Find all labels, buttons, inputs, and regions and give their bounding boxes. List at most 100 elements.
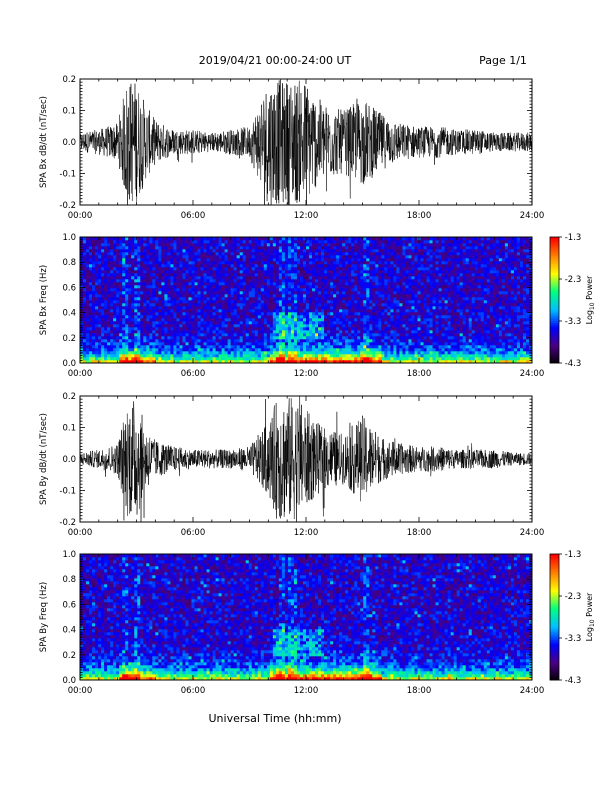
spectrogram-cell (351, 267, 355, 271)
spectrogram-cell (408, 285, 412, 289)
spectrogram-cell (348, 273, 352, 277)
spectrogram-cell (242, 264, 247, 268)
spectrogram-cell (116, 315, 120, 319)
spectrogram-cell (302, 255, 307, 259)
spectrogram-cell (257, 276, 262, 280)
spectrogram-cell (164, 318, 168, 322)
spectrogram-cell (384, 309, 388, 313)
spectrogram-cell (185, 249, 189, 253)
spectrogram-cell (152, 270, 156, 274)
spectrogram-cell (203, 318, 207, 322)
spectrogram-cell (254, 309, 259, 313)
spectrogram-cell (221, 339, 225, 343)
spectrogram-cell (357, 333, 361, 337)
spectrogram-cell (98, 312, 102, 316)
spectrogram-cell (330, 282, 334, 286)
spectrogram-cell (146, 240, 150, 244)
spectrogram-cell (263, 303, 268, 307)
spectrogram-cell (411, 267, 415, 271)
spectrogram-cell (248, 339, 253, 343)
spectrogram-cell (242, 318, 247, 322)
spectrogram-cell (327, 276, 331, 280)
spectrogram-cell (327, 243, 331, 247)
spectrogram-cell (116, 288, 120, 292)
spectrogram-cell (348, 303, 352, 307)
spectrogram-cell (366, 354, 370, 358)
spectrogram-cell (176, 303, 180, 307)
spectrogram-cell (315, 288, 319, 292)
spectrogram-cell (116, 285, 120, 289)
spectrogram-cell (293, 258, 298, 262)
spectrogram-cell (125, 246, 129, 250)
spectrogram-cell (86, 291, 90, 295)
spectrogram-cell (266, 330, 271, 334)
spectrogram-cell (215, 300, 219, 304)
spectrogram-cell (131, 321, 135, 325)
spectrogram-cell (378, 309, 382, 313)
spectrogram-cell (179, 354, 183, 358)
spectrogram-cell (122, 255, 126, 259)
spectrogram-cell (357, 285, 361, 289)
spectrogram-cell (402, 309, 406, 313)
spectrogram-cell (342, 357, 346, 361)
spectrogram-cell (194, 285, 198, 289)
spectrogram-cell (351, 258, 355, 262)
spectrogram-cell (113, 303, 117, 307)
spectrogram-cell (134, 297, 138, 301)
spectrogram-cell (381, 258, 385, 262)
spectrogram-cell (290, 336, 295, 340)
spectrogram-cell (278, 270, 283, 274)
spectrogram-cell (182, 360, 186, 364)
spectrogram-cell (312, 276, 316, 280)
spectrogram-cell (293, 276, 298, 280)
spectrogram-cell (333, 312, 337, 316)
spectrogram-cell (339, 351, 343, 355)
spectrogram-cell (369, 237, 373, 241)
spectrogram-cell (167, 336, 171, 340)
spectrogram-cell (366, 252, 370, 256)
spectrogram-cell (143, 258, 147, 262)
spectrogram-cell (417, 249, 421, 253)
spectrogram-cell (203, 276, 207, 280)
spectrogram-cell (411, 327, 415, 331)
spectrogram-cell (378, 321, 382, 325)
spectrogram-cell (218, 309, 222, 313)
spectrogram-cell (92, 339, 96, 343)
spectrogram-cell (263, 300, 268, 304)
spectrogram-cell (269, 255, 274, 259)
spectrogram-cell (251, 336, 256, 340)
spectrogram-cell (107, 360, 111, 364)
spectrogram-cell (378, 264, 382, 268)
spectrogram-cell (182, 348, 186, 352)
spectrogram-cell (399, 354, 403, 358)
spectrogram-cell (248, 330, 253, 334)
spectrogram-cell (384, 336, 388, 340)
spectrogram-cell (137, 351, 141, 355)
spectrogram-cell (218, 270, 222, 274)
spectrogram-cell (333, 249, 337, 253)
spectrogram-cell (104, 333, 108, 337)
spectrogram-cell (137, 258, 141, 262)
spectrogram-cell (420, 312, 424, 316)
spectrogram-cell (324, 360, 328, 364)
spectrogram-cell (107, 321, 111, 325)
spectrogram-cell (239, 357, 244, 361)
spectrogram-cell (299, 309, 304, 313)
spectrogram-cell (95, 306, 99, 310)
spectrogram-cell (351, 264, 355, 268)
spectrogram-cell (221, 360, 225, 364)
spectrogram-cell (315, 351, 319, 355)
spectrogram-cell (191, 285, 195, 289)
spectrogram-cell (290, 303, 295, 307)
spectrogram-cell (372, 339, 376, 343)
spectrogram-cell (101, 288, 105, 292)
spectrogram-cell (405, 267, 409, 271)
spectrogram-cell (411, 360, 415, 364)
spectrogram-cell (110, 306, 114, 310)
spectrogram-cell (179, 270, 183, 274)
spectrogram-cell (113, 243, 117, 247)
spectrogram-cell (390, 240, 394, 244)
spectrogram-cell (299, 315, 304, 319)
spectrogram-cell (95, 261, 99, 265)
spectrogram-cell (278, 297, 283, 301)
